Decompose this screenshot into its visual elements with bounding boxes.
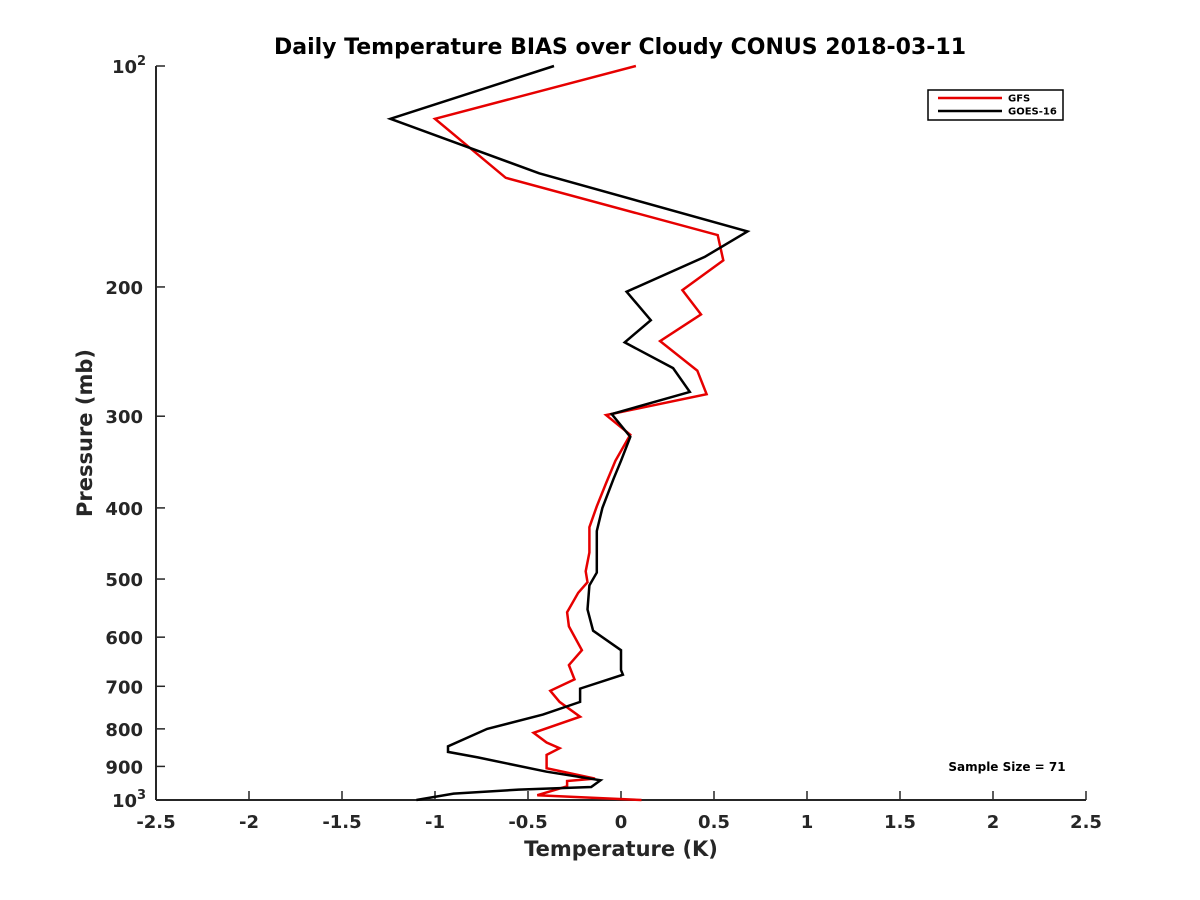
y-tick-label: 300 — [105, 407, 143, 428]
chart-title: Daily Temperature BIAS over Cloudy CONUS… — [274, 35, 966, 60]
legend-label-goes16: GOES-16 — [1008, 107, 1057, 118]
y-tick-label: 700 — [105, 677, 143, 698]
y-tick-label: 600 — [105, 628, 143, 649]
legend-label-gfs: GFS — [1008, 94, 1030, 105]
x-tick-label: 1 — [801, 812, 814, 833]
y-tick-label: 200 — [105, 278, 143, 299]
x-tick-label: 2.5 — [1070, 812, 1102, 833]
y-tick-label: 10 — [112, 57, 137, 78]
sample-size-annotation: Sample Size = 71 — [948, 760, 1065, 774]
x-tick-label: 2 — [987, 812, 1000, 833]
y-tick-label: 10 — [112, 791, 137, 812]
y-tick-exponent: 3 — [137, 788, 146, 803]
y-axis-label: Pressure (mb) — [73, 349, 97, 517]
x-tick-label: -0.5 — [508, 812, 547, 833]
series-lines — [386, 64, 751, 802]
y-tick-exponent: 2 — [137, 54, 146, 69]
series-line-goes16 — [386, 64, 751, 802]
y-tick-label: 400 — [105, 499, 143, 520]
x-tick-label: 0.5 — [698, 812, 730, 833]
x-tick-label: 0 — [615, 812, 628, 833]
x-tick-label: -1 — [425, 812, 445, 833]
y-tick-label: 500 — [105, 570, 143, 591]
series-line-gfs — [432, 64, 725, 802]
x-tick-label: -2.5 — [136, 812, 175, 833]
x-axis-label: Temperature (K) — [524, 837, 718, 861]
x-tick-label: 1.5 — [884, 812, 916, 833]
y-tick-label: 900 — [105, 757, 143, 778]
x-tick-label: -1.5 — [322, 812, 361, 833]
legend-box — [927, 89, 1064, 121]
y-tick-label: 800 — [105, 720, 143, 741]
x-tick-label: -2 — [239, 812, 259, 833]
x-ticks: -2.5 -2 -1.5 -1 -0.5 0 0.5 1 1.5 2 2.5 — [136, 791, 1102, 833]
legend: GFS GOES-16 — [927, 89, 1064, 121]
axes — [155, 66, 1086, 801]
